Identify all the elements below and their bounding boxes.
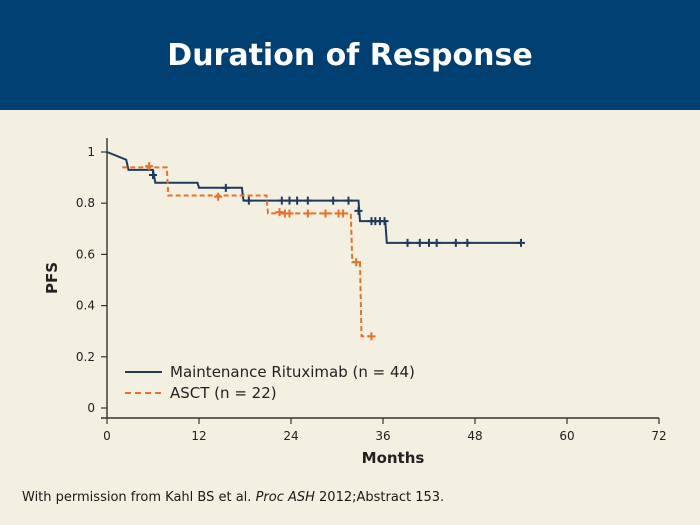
- rituximab-legend-label: Maintenance Rituximab (n = 44): [170, 363, 415, 381]
- asct-censor-mark: [145, 162, 154, 171]
- x-tick-label: 24: [283, 429, 298, 443]
- x-tick-label: 72: [651, 429, 666, 443]
- asct-censor-mark: [285, 209, 294, 218]
- title-bar: Duration of Response: [0, 0, 700, 110]
- x-tick-label: 12: [191, 429, 206, 443]
- rituximab-censor-mark: [354, 206, 363, 215]
- rituximab-censor-mark: [415, 238, 424, 247]
- asct-censor-mark: [214, 192, 223, 201]
- x-tick-label: 0: [103, 429, 111, 443]
- rituximab-censor-mark: [344, 196, 353, 205]
- rituximab-censor-mark: [403, 238, 412, 247]
- y-tick-label: 0.6: [76, 247, 95, 261]
- rituximab-censor-mark: [425, 238, 433, 247]
- asct-censor-mark: [275, 208, 284, 217]
- x-tick-label: 36: [375, 429, 390, 443]
- citation-prefix: With permission from Kahl BS et al.: [22, 490, 256, 505]
- asct-censor-mark: [321, 209, 330, 218]
- rituximab-censor-mark: [303, 196, 312, 205]
- rituximab-censor-mark: [149, 171, 157, 180]
- y-tick-label: 0.8: [76, 196, 95, 210]
- rituximab-censor-mark: [451, 238, 460, 247]
- rituximab-censor-mark: [285, 196, 294, 205]
- y-tick-label: 0.4: [76, 299, 95, 313]
- citation-footer: With permission from Kahl BS et al. Proc…: [22, 490, 444, 505]
- citation-journal: Proc ASH: [255, 490, 315, 505]
- rituximab-censor-mark: [293, 196, 302, 205]
- rituximab-censor-mark: [277, 196, 286, 205]
- asct-censor-mark: [367, 332, 376, 341]
- citation-suffix: 2012;Abstract 153.: [314, 490, 445, 505]
- slide-title: Duration of Response: [167, 37, 533, 73]
- asct-survival-curve: [122, 166, 372, 338]
- y-tick-label: 0: [87, 401, 95, 415]
- rituximab-censor-mark: [517, 238, 525, 247]
- asct-censor-mark: [339, 209, 348, 218]
- asct-censor-mark: [352, 258, 361, 267]
- y-tick-label: 1: [87, 145, 95, 159]
- x-axis-title: Months: [362, 449, 425, 467]
- y-axis-title: PFS: [43, 262, 61, 294]
- rituximab-censor-mark: [463, 238, 472, 247]
- y-tick-label: 0.2: [76, 350, 95, 364]
- rituximab-censor-mark: [329, 196, 338, 205]
- rituximab-censor-mark: [244, 196, 253, 205]
- rituximab-censor-mark: [380, 217, 389, 226]
- x-tick-label: 60: [559, 429, 574, 443]
- rituximab-survival-curve: [106, 151, 521, 244]
- rituximab-censor-mark: [432, 238, 441, 247]
- pfs-chart: 0 0.2 0.4 0.6 0.8 1 0 12 24 36 48 60 72 Months PFS Main…: [43, 138, 667, 467]
- chart-area: 0 0.2 0.4 0.6 0.8 1 0 12 24 36 48 60 72 Months PFS Main…: [0, 110, 700, 480]
- asct-legend-label: ASCT (n = 22): [170, 384, 277, 402]
- rituximab-censor-mark: [221, 183, 230, 192]
- x-tick-label: 48: [467, 429, 482, 443]
- asct-censor-mark: [303, 209, 312, 218]
